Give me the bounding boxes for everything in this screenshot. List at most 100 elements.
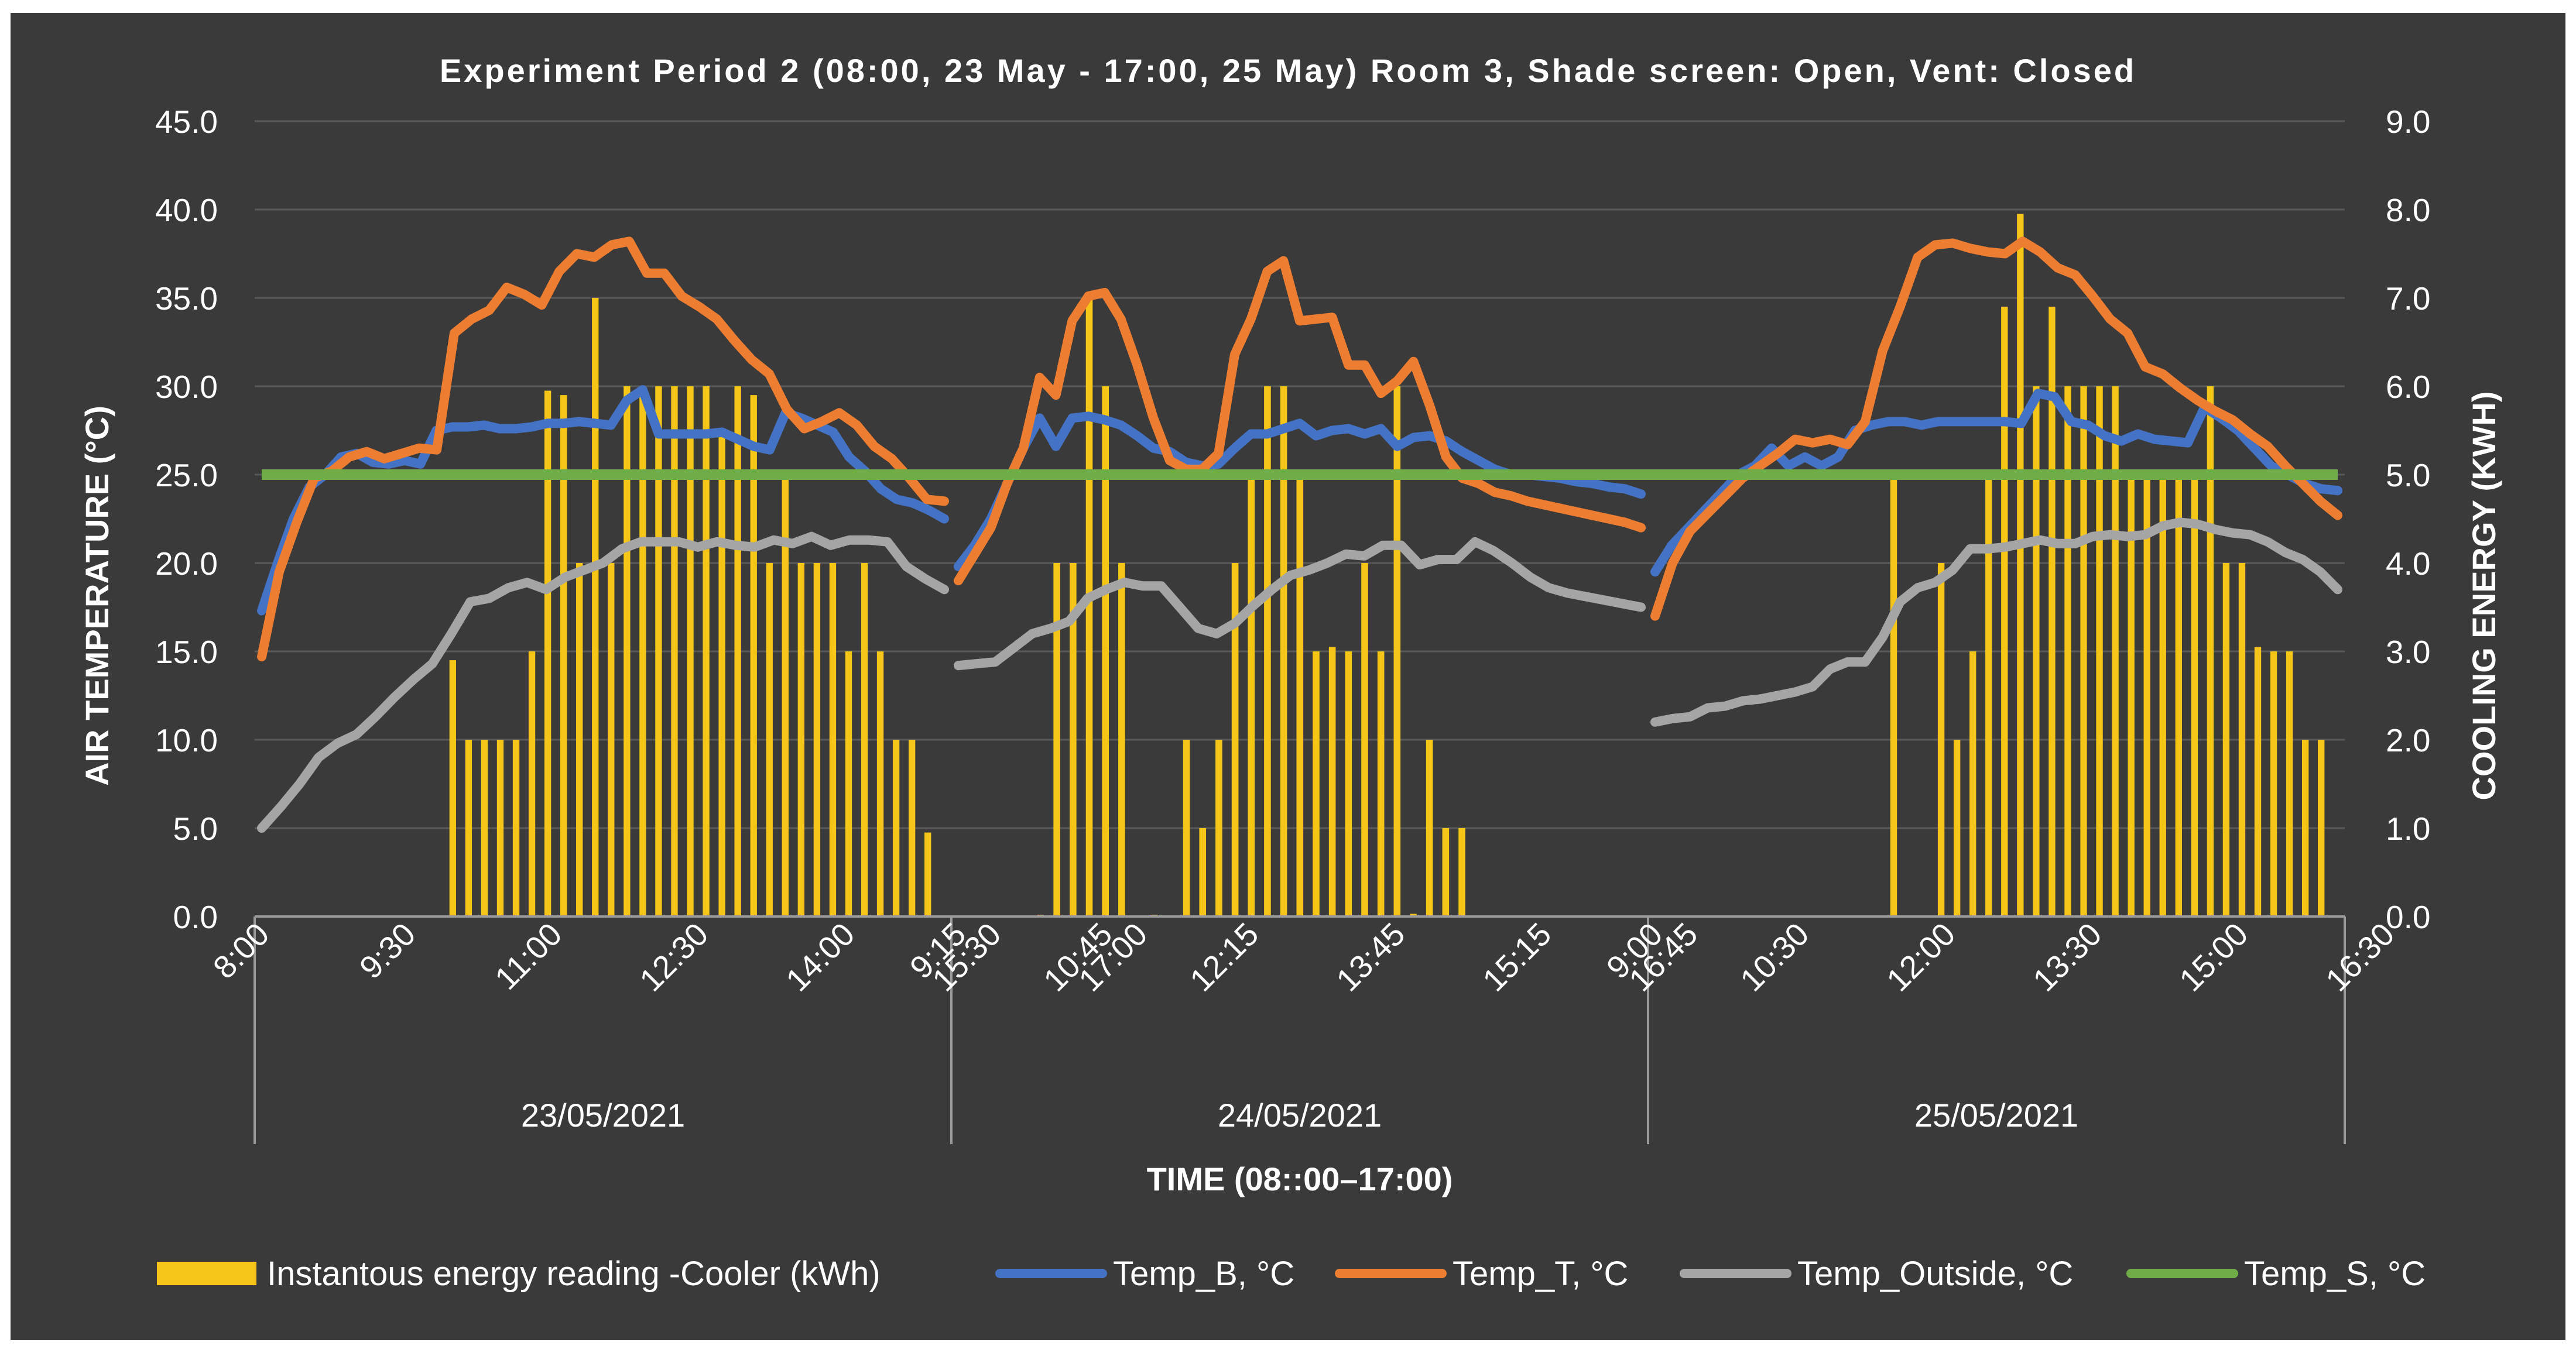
energy-bar <box>1215 740 1222 916</box>
energy-bar <box>782 475 789 916</box>
y-tick-label: 20.0 <box>155 545 218 582</box>
temp-t-line <box>257 236 949 662</box>
energy-bar <box>1070 563 1077 916</box>
energy-bar <box>639 386 646 916</box>
energy-bar <box>2301 740 2309 916</box>
day-label: 24/05/2021 <box>1218 1097 1382 1134</box>
energy-bar <box>1969 651 1976 916</box>
temp-outside-line <box>1650 517 2342 727</box>
y2-tick-label: 2.0 <box>2386 722 2430 758</box>
energy-bar <box>687 386 694 916</box>
energy-bar <box>2238 563 2246 916</box>
energy-bar <box>2033 386 2040 916</box>
energy-bar <box>1053 563 1060 916</box>
energy-bar <box>892 740 900 916</box>
energy-bar <box>544 390 551 916</box>
energy-bar <box>1231 563 1239 916</box>
energy-bars <box>449 214 2325 916</box>
y-tick-label: 10.0 <box>155 722 218 758</box>
energy-bar <box>512 740 520 916</box>
energy-bar <box>718 430 725 916</box>
energy-bar <box>2143 475 2150 916</box>
y-tick-label: 40.0 <box>155 192 218 228</box>
temp-outside-line <box>954 537 1646 671</box>
energy-bar <box>496 740 504 916</box>
temp-t-line <box>954 256 1646 586</box>
energy-bar <box>1118 563 1125 916</box>
x-axis-label: TIME (08::00–17:00) <box>1147 1161 1453 1197</box>
day-label: 23/05/2021 <box>521 1097 685 1134</box>
y-tick-label: 25.0 <box>155 457 218 493</box>
energy-bar <box>1377 651 1385 916</box>
legend-label: Temp_S, °C <box>2244 1255 2426 1293</box>
y-tick-label: 30.0 <box>155 369 218 405</box>
legend-swatch-energy <box>157 1262 256 1285</box>
energy-bar <box>1102 386 1109 916</box>
energy-bar <box>2001 307 2008 916</box>
y2-tick-label: 8.0 <box>2386 192 2430 228</box>
energy-bar <box>845 651 852 916</box>
energy-bar <box>924 832 931 916</box>
energy-bar <box>797 563 805 916</box>
energy-bar <box>1248 475 1255 916</box>
temp-outside-line <box>257 531 949 833</box>
energy-bar <box>624 386 631 916</box>
y-tick-label: 35.0 <box>155 280 218 317</box>
energy-bar <box>876 651 884 916</box>
energy-bar <box>2064 386 2071 916</box>
energy-bar <box>1393 386 1401 916</box>
energy-bar <box>1199 828 1207 916</box>
energy-bar <box>908 740 916 916</box>
energy-bar <box>2207 386 2214 916</box>
energy-bar <box>2096 386 2103 916</box>
energy-bar <box>1313 651 1320 916</box>
energy-bar <box>829 563 837 916</box>
energy-bar <box>2254 647 2262 916</box>
energy-bar <box>1296 475 1304 916</box>
energy-bar <box>1426 740 1433 916</box>
energy-bar <box>481 740 488 916</box>
energy-bar <box>766 563 773 916</box>
energy-bar <box>861 563 868 916</box>
legend: Instantous energy reading -Cooler (kWh) T… <box>157 1255 2426 1293</box>
temp-t-line <box>1650 236 2342 621</box>
energy-bar <box>2286 651 2293 916</box>
legend-label: Temp_T, °C <box>1453 1255 1628 1293</box>
energy-bar <box>2270 651 2277 916</box>
energy-bar <box>1264 386 1271 916</box>
energy-bar <box>655 386 662 916</box>
energy-bar <box>576 563 583 916</box>
energy-bar <box>2017 214 2024 916</box>
energy-bar <box>2222 563 2230 916</box>
energy-bar <box>1458 828 1465 916</box>
y2-tick-label: 7.0 <box>2386 280 2430 317</box>
y-tick-label: 45.0 <box>155 104 218 140</box>
energy-bar <box>2318 740 2325 916</box>
energy-bar <box>1953 740 1961 916</box>
energy-bar <box>1183 740 1190 916</box>
energy-bar <box>813 563 821 916</box>
temperature-lines <box>257 236 2342 833</box>
y2-tick-label: 5.0 <box>2386 457 2430 493</box>
y2-tick-label: 9.0 <box>2386 104 2430 140</box>
plot-panel <box>11 13 2565 1340</box>
energy-bar <box>1442 828 1450 916</box>
energy-bar <box>1410 914 1417 916</box>
energy-bar <box>2175 475 2182 916</box>
y2-tick-label: 0.0 <box>2386 899 2430 935</box>
y-tick-label: 15.0 <box>155 634 218 670</box>
energy-bar <box>2159 475 2166 916</box>
energy-bar <box>1985 475 1992 916</box>
energy-bar <box>560 395 567 916</box>
legend-label: Instantous energy reading -Cooler (kWh) <box>267 1255 881 1293</box>
y2-tick-label: 4.0 <box>2386 545 2430 582</box>
energy-bar <box>1937 563 1945 916</box>
energy-bar <box>2049 307 2056 916</box>
chart-title: Experiment Period 2 (08:00, 23 May - 17:… <box>440 52 2136 89</box>
energy-bar <box>671 386 678 916</box>
energy-bar <box>2080 386 2087 916</box>
energy-bar <box>1361 563 1368 916</box>
energy-bar <box>592 298 599 916</box>
